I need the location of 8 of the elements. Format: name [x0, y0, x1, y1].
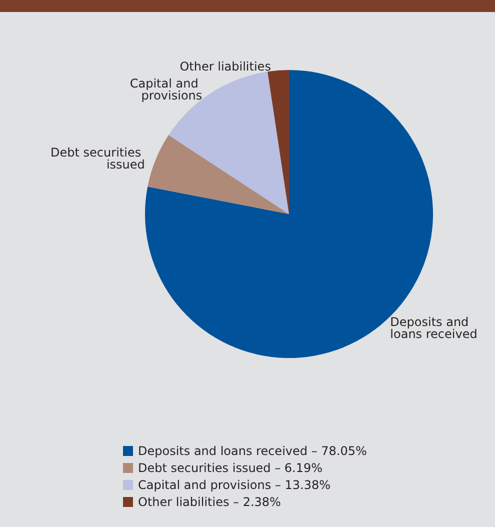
- legend-label: Debt securities issued – 6.19%: [138, 461, 323, 475]
- legend-label: Capital and provisions – 13.38%: [138, 478, 331, 492]
- text: Debt securities issued: [50, 145, 145, 172]
- text: Deposits and loans received: [390, 315, 478, 342]
- text: Capital and provisions: [130, 76, 202, 102]
- legend-label: Deposits and loans received – 78.05%: [138, 444, 367, 458]
- text: Other liabilities: [180, 59, 271, 74]
- legend-label: Other liabilities – 2.38%: [138, 495, 281, 509]
